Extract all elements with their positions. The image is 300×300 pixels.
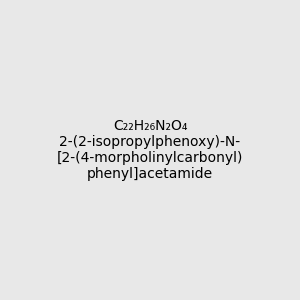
Text: C₂₂H₂₆N₂O₄
2-(2-isopropylphenoxy)-N-
[2-(4-morpholinylcarbonyl)
phenyl]acetamide: C₂₂H₂₆N₂O₄ 2-(2-isopropylphenoxy)-N- [2-…: [57, 119, 243, 181]
